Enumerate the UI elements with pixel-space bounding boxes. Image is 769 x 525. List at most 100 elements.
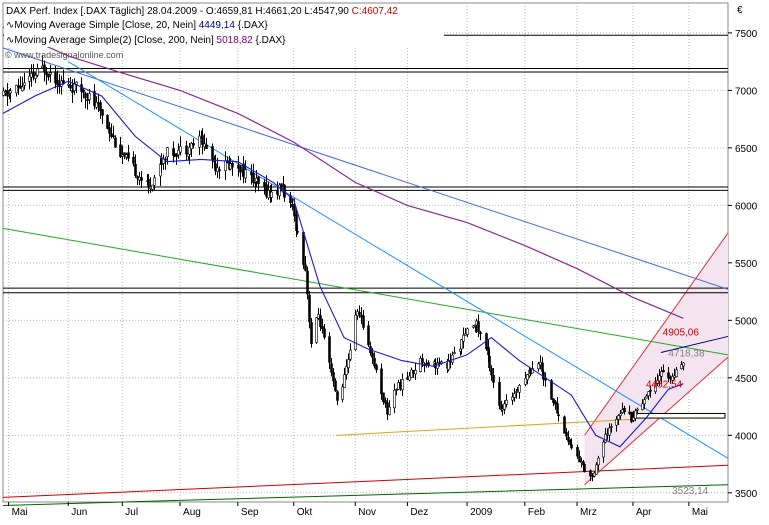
candle-body (214, 163, 217, 172)
candle-body (347, 359, 350, 368)
candle-body (565, 432, 568, 437)
candle-body (570, 444, 573, 449)
candle-body (401, 379, 404, 391)
legend-price-prefix: DAX Perf. Index [.DAX Täglich] 28.04.200… (6, 6, 206, 17)
candle-body (2, 90, 5, 96)
candle-body (237, 164, 240, 169)
candle-body (289, 195, 292, 204)
legend-sma200-value: 5018,82 (217, 35, 254, 46)
candle-body (36, 68, 39, 76)
legend-sma200-icon: ∿ (6, 35, 14, 46)
candle-body (198, 135, 201, 148)
candle-body (518, 385, 521, 393)
y-tick-label: 4500 (735, 374, 758, 385)
candle-body (623, 407, 626, 413)
candle-body (451, 354, 454, 363)
candle-body (132, 156, 135, 164)
candle-body (224, 160, 227, 171)
legend-line-price: DAX Perf. Index [.DAX Täglich] 28.04.200… (6, 6, 398, 17)
candle-body (373, 357, 376, 367)
legend-background (4, 4, 444, 47)
candle-body (336, 391, 339, 401)
candle-body (185, 145, 188, 155)
candle-body (462, 334, 465, 342)
candle-body (244, 169, 247, 179)
candle-body (34, 74, 37, 79)
trend-line (2, 47, 729, 290)
candle-body (345, 366, 348, 375)
candle-body (257, 176, 260, 185)
candle-body (28, 75, 31, 82)
candle-body (490, 368, 493, 376)
candle-body (216, 167, 219, 172)
candle-body (127, 152, 130, 159)
x-tick-label: Okt (297, 507, 313, 518)
channel-lower-line (584, 356, 729, 486)
candle-body (49, 72, 52, 75)
trend-line (67, 61, 729, 459)
candle-body (160, 163, 163, 165)
candle-body (524, 378, 527, 385)
candle-body (310, 322, 313, 345)
candle-body (114, 137, 117, 148)
candle-body (615, 419, 618, 426)
candle-body (119, 144, 122, 158)
candle-body (395, 389, 398, 391)
candle-body (632, 417, 635, 421)
candle-body (203, 143, 206, 148)
candle-body (513, 393, 516, 398)
candle-body (501, 408, 504, 411)
candle-body (658, 375, 661, 382)
candle-body (660, 371, 663, 377)
legend-high: H:4661,20 (255, 6, 302, 17)
candle-body (526, 374, 529, 381)
candle-body (384, 400, 387, 404)
candle-body (106, 115, 109, 129)
candle-body (201, 135, 204, 146)
legend-sma20-value: 4449,14 (199, 20, 236, 31)
y-tick-label: 4000 (735, 431, 758, 442)
candle-body (54, 72, 57, 84)
candle-body (358, 312, 361, 315)
candle-body (88, 93, 91, 100)
candle-body (153, 177, 156, 186)
candle-body (498, 382, 501, 406)
candle-body (296, 231, 299, 233)
x-tick-label: Jul (125, 507, 138, 518)
candle-body (138, 177, 141, 181)
candle-body (492, 374, 495, 383)
candle-body (304, 264, 307, 271)
price-annotation: 4452,54 (646, 379, 683, 390)
x-tick-label: Apr (636, 507, 652, 518)
candle-body (69, 85, 72, 89)
candle-body (229, 163, 232, 170)
candle-body (134, 163, 137, 176)
trend-line (2, 484, 729, 506)
candle-body (354, 314, 357, 350)
candle-body (45, 72, 48, 76)
candle-body (421, 358, 424, 364)
candle-body (121, 154, 124, 157)
candle-body (477, 321, 480, 333)
y-tick-label: 5500 (735, 259, 758, 270)
sma20-line (2, 80, 684, 448)
candle-body (302, 231, 305, 265)
candle-body (84, 93, 87, 99)
legend-sma200-suffix: {.DAX} (255, 35, 286, 46)
candle-body (270, 191, 273, 198)
candle-body (166, 147, 169, 158)
candle-body (147, 179, 150, 188)
candle-body (140, 177, 143, 181)
candle-body (295, 214, 298, 231)
candle-body (192, 143, 195, 146)
candle-body (149, 186, 152, 189)
candle-body (608, 427, 611, 436)
candle-body (567, 436, 570, 442)
candle-body (583, 464, 586, 473)
candle-body (341, 386, 344, 400)
candle-body (643, 399, 646, 405)
x-tick-label: Jun (71, 507, 87, 518)
legend: DAX Perf. Index [.DAX Täglich] 28.04.200… (4, 4, 444, 60)
candle-body (531, 368, 534, 374)
candle-body (595, 464, 598, 475)
